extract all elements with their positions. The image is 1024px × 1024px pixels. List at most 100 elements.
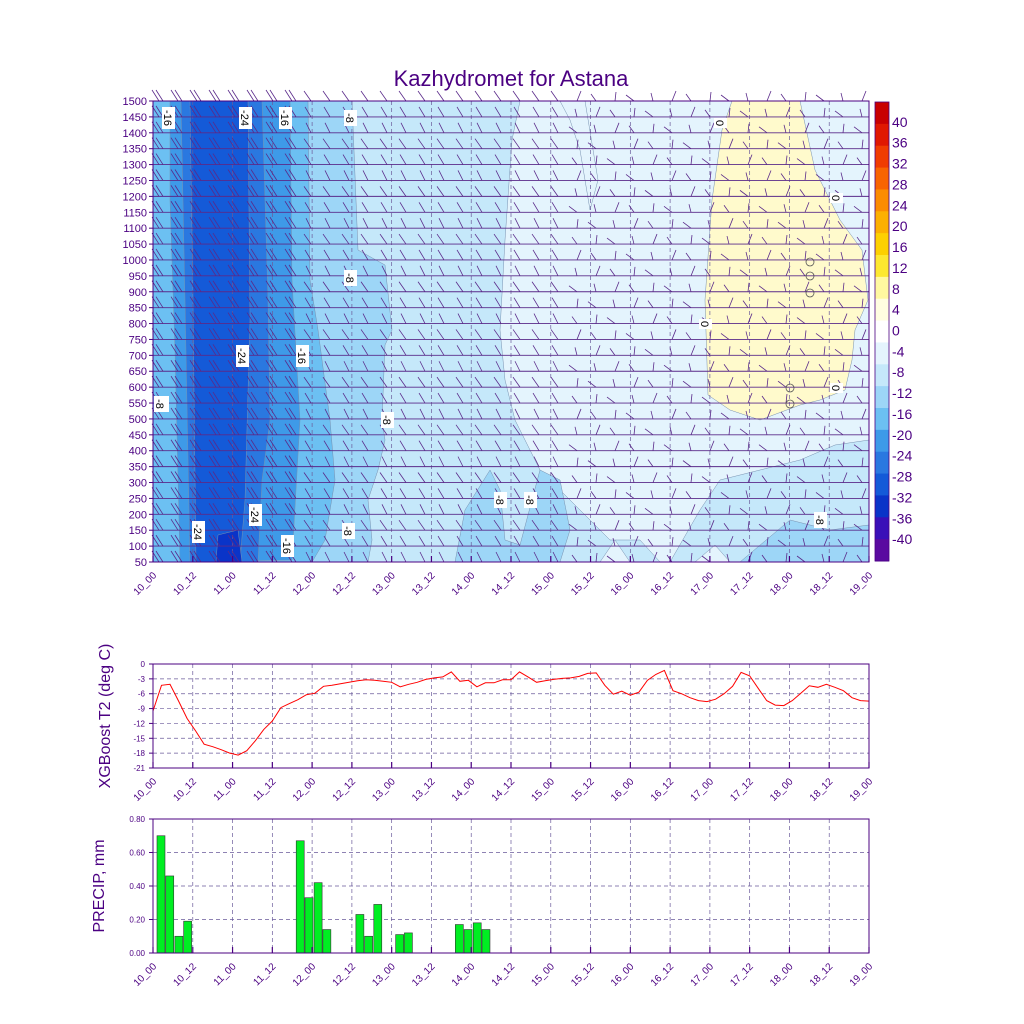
wind-barb	[766, 378, 769, 388]
wind-barb	[212, 503, 221, 515]
wind-barb	[269, 312, 278, 324]
wind-barb	[606, 396, 616, 404]
precip-bar	[404, 932, 413, 954]
wind-barb	[785, 265, 791, 277]
wind-barb	[212, 391, 221, 404]
wind-barb	[799, 348, 806, 356]
wind-barb	[212, 328, 221, 340]
wind-barb	[815, 333, 825, 340]
wind-barb	[208, 407, 217, 420]
wind-barb	[576, 457, 579, 467]
wind-barb	[576, 378, 579, 388]
wind-barb	[625, 174, 635, 181]
wind-barb	[227, 423, 236, 436]
wind-barb	[399, 297, 407, 308]
wind-barb	[208, 423, 217, 436]
wind-barb	[398, 233, 407, 245]
wind-barb	[418, 440, 426, 451]
wind-barb	[821, 235, 825, 245]
wind-barb	[593, 283, 597, 292]
wind-barb	[288, 487, 297, 499]
wind-barb	[170, 407, 179, 420]
wind-barb	[174, 455, 183, 467]
wind-barb	[455, 519, 464, 531]
wind-barb	[475, 392, 483, 404]
wind-barb	[682, 221, 692, 229]
x-tick-label-bottom: 10_12	[171, 961, 199, 989]
wind-barb	[785, 155, 788, 165]
wind-barb	[476, 551, 483, 563]
wind-barb	[609, 348, 616, 356]
wind-barb	[531, 424, 540, 436]
wind-barb	[419, 361, 426, 372]
wind-barb	[456, 202, 464, 213]
contour-label-text: -16	[161, 110, 173, 126]
wind-barb	[669, 426, 673, 435]
wind-barb	[457, 361, 464, 372]
wind-barb	[861, 488, 867, 499]
wind-barb	[288, 89, 297, 102]
wind-barb	[362, 361, 369, 372]
wind-barb	[455, 186, 464, 197]
wind-barb	[709, 330, 712, 340]
wind-barb	[269, 360, 278, 372]
wind-barb	[861, 408, 867, 420]
wind-barb	[212, 89, 221, 102]
colorbar-label: -20	[892, 427, 912, 443]
wind-barb	[250, 550, 259, 563]
wind-barb	[707, 379, 711, 388]
wind-barb	[856, 554, 863, 563]
wind-barb	[269, 121, 278, 134]
wind-barb	[777, 380, 787, 388]
precip-bar	[156, 835, 166, 954]
precip-bar	[174, 935, 184, 954]
wind-barb	[576, 329, 582, 340]
wind-barb	[151, 89, 160, 102]
wind-barb	[669, 188, 673, 197]
wind-barb	[379, 519, 388, 531]
wind-barb	[227, 518, 236, 531]
contour-label: -16	[295, 345, 309, 367]
wind-barb	[193, 216, 202, 229]
precip-bar	[183, 920, 192, 954]
wind-barb	[305, 551, 312, 563]
wind-barb	[514, 504, 521, 515]
wind-barb	[174, 423, 183, 436]
wind-barb	[802, 379, 806, 388]
wind-barb	[155, 153, 164, 165]
wind-barb	[208, 137, 217, 149]
wind-barb	[614, 171, 617, 181]
wind-barb	[155, 550, 164, 563]
wind-barb	[323, 392, 331, 404]
wind-barb	[690, 265, 696, 277]
wind-barb	[265, 503, 274, 515]
precip-grid	[153, 819, 869, 953]
wind-barb	[208, 534, 217, 547]
wind-barb	[380, 440, 388, 451]
colorbar-swatch	[875, 429, 889, 453]
y-tick-label: 1450	[123, 112, 147, 124]
wind-barb	[595, 265, 601, 277]
wind-barb	[704, 427, 711, 436]
wind-barb	[212, 407, 221, 420]
wind-barb	[723, 364, 730, 372]
precip-bar	[295, 840, 305, 954]
wind-barb	[227, 137, 236, 149]
wind-barb	[155, 248, 164, 261]
wind-barb	[859, 426, 863, 435]
wind-barb	[682, 539, 692, 547]
wind-barb	[766, 329, 772, 340]
x-tick-label-middle: 11_00	[212, 776, 239, 803]
wind-barb	[155, 455, 164, 467]
wind-barb	[417, 281, 426, 292]
wind-barb	[728, 535, 734, 547]
wind-barb	[155, 503, 164, 515]
wind-barb	[170, 391, 179, 404]
wind-barb	[823, 297, 829, 308]
wind-barb	[671, 378, 674, 388]
wind-barb	[436, 472, 445, 483]
wind-barb	[250, 280, 259, 292]
wind-barb	[284, 280, 293, 292]
wind-barb	[644, 507, 654, 515]
wind-barb	[650, 331, 654, 340]
